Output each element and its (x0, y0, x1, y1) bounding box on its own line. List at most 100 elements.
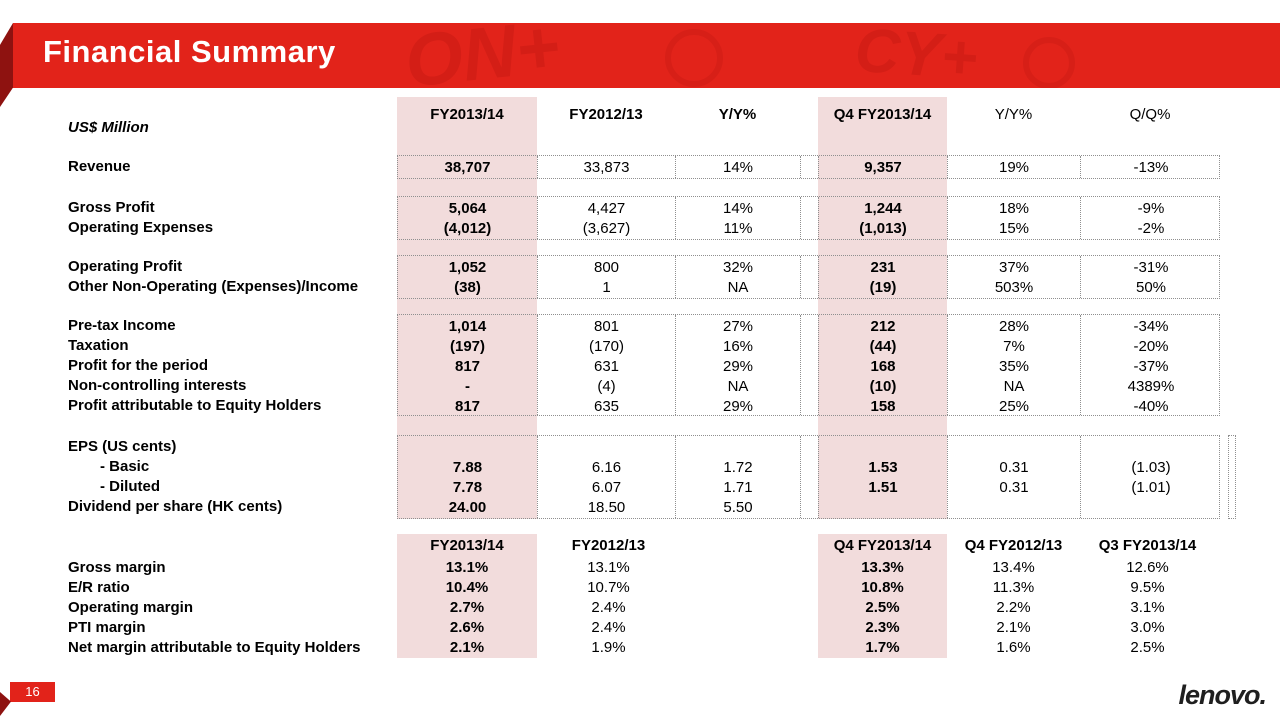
column-header: FY2013/14 (430, 537, 504, 554)
table-cell: 6.16 6.07 18.50 (538, 436, 676, 518)
spacer-cell (801, 315, 819, 415)
cell-value: 1.9% (591, 639, 626, 656)
table-cell: 212 (44) 168 (10) 158 (819, 315, 948, 415)
row-label: Operating margin (68, 599, 194, 616)
highlight-band-fy-current (397, 97, 537, 519)
table-cell: 14% (676, 156, 801, 178)
banner-fold-icon (0, 23, 13, 107)
cell-value: 10.4% (445, 579, 489, 596)
cell-value: 231 (870, 259, 896, 276)
cell-value: 15% (998, 220, 1030, 237)
cell-value: -9% (1137, 200, 1165, 217)
table-cell: 7.88 7.78 24.00 (398, 436, 538, 518)
cell-value: -40% (1133, 398, 1169, 415)
cell-value: - (465, 378, 470, 395)
cell-value: 168 (870, 358, 896, 375)
cell-value: 24.00 (448, 499, 487, 516)
cell-value: 1,052 (448, 259, 487, 276)
table-cell: 1.53 1.51 (819, 436, 948, 518)
row-label: Operating Profit (68, 258, 183, 275)
cell-value: 38,707 (444, 159, 491, 176)
lenovo-logo: lenovo. (1178, 680, 1267, 710)
table-section: 38,707 33,873 14% 9,357 19% -13% (397, 155, 1220, 179)
cell-value: 1.51 (868, 479, 898, 496)
row-label: EPS (US cents) (68, 438, 177, 455)
table-cell: 231 (19) (819, 256, 948, 298)
cell-value (1081, 438, 1221, 458)
cell-value: 28% (998, 318, 1030, 335)
cell-value: 6.16 (591, 459, 622, 476)
column-header: FY2013/14 (430, 106, 504, 123)
row-label: - Diluted (100, 478, 160, 495)
cell-value: 4389% (1127, 378, 1175, 395)
cell-value: 2.4% (591, 619, 626, 636)
cell-value: 1.6% (996, 639, 1031, 656)
cell-value: 3.0% (1130, 619, 1165, 636)
column-header: Q3 FY2013/14 (1098, 537, 1197, 554)
unit-label: US$ Million (68, 119, 149, 136)
row-label: Operating Expenses (68, 219, 214, 236)
row-label: - Basic (100, 458, 150, 475)
table-cell: 1.72 1.71 5.50 (676, 436, 801, 518)
cell-value: 635 (593, 398, 620, 415)
cell-value: 2.1% (996, 619, 1031, 636)
cell-value: 5,064 (448, 200, 487, 217)
table-cell: 801 (170) 631 (4) 635 (538, 315, 676, 415)
cell-value (398, 438, 537, 458)
cell-value: 800 (593, 259, 620, 276)
table-cell: 28% 7% 35% NA 25% (948, 315, 1081, 415)
cell-value: 12.6% (1126, 559, 1169, 576)
row-label: Gross Profit (68, 199, 155, 216)
highlight-band-q4-current (818, 97, 947, 519)
spacer-cell (801, 436, 819, 518)
row-label: Pre-tax Income (68, 317, 176, 334)
cell-value (948, 438, 1080, 458)
cell-value: NA (727, 279, 749, 296)
table-cell: 37% 503% (948, 256, 1081, 298)
row-label: Revenue (68, 158, 131, 175)
row-label: Profit for the period (68, 357, 208, 374)
table-cell: 4,427 (3,627) (538, 197, 676, 239)
table-cell: 33,873 (538, 156, 676, 178)
cell-value: (197) (449, 338, 486, 355)
cell-value: 503% (994, 279, 1034, 296)
table-cell: 9,357 (819, 156, 948, 178)
column-header: Y/Y% (994, 106, 1033, 123)
table-cell: 14% 11% (676, 197, 801, 239)
spacer-cell (801, 256, 819, 298)
cell-value: (10) (869, 378, 897, 395)
row-label: Other Non-Operating (Expenses)/Income (68, 278, 359, 295)
cell-value: 13.1% (445, 559, 489, 576)
cell-value: 9.5% (1130, 579, 1165, 596)
spacer-cell (801, 156, 819, 178)
row-label: Net margin attributable to Equity Holder… (68, 639, 361, 656)
cell-value: 13.1% (587, 559, 630, 576)
cell-value: 35% (998, 358, 1030, 375)
cell-value: -2% (1137, 220, 1165, 237)
table-cell: 5,064 (4,012) (398, 197, 538, 239)
cell-value: 1.7% (865, 639, 900, 656)
table-cell: -31% 50% (1081, 256, 1221, 298)
row-label: Non-controlling interests (68, 377, 247, 394)
cell-value: 0.31 (999, 459, 1029, 476)
cell-value: (19) (869, 279, 897, 296)
cell-value: 2.7% (449, 599, 485, 616)
table-section: 1,052 (38) 800 1 32% NA 231 (19) 37% 503% -31% 50% (397, 255, 1220, 299)
cell-value: 27% (722, 318, 754, 335)
table-cell: (1.03) (1.01) (1081, 436, 1221, 518)
title-banner: ON+ CY+ Financial Summary (13, 23, 1280, 88)
cell-value (819, 498, 947, 518)
cell-value: -20% (1133, 338, 1169, 355)
cell-value: -34% (1133, 318, 1169, 335)
cell-value: (1.03) (1131, 459, 1171, 476)
table-cell: 38,707 (398, 156, 538, 178)
cell-value: 33,873 (583, 159, 630, 176)
cell-value: 37% (998, 259, 1030, 276)
cell-value: (170) (588, 338, 625, 355)
cell-value: 1,014 (448, 318, 487, 335)
cell-value: 1 (602, 279, 611, 296)
cell-value: 7.88 (452, 459, 483, 476)
cell-value: 0.31 (999, 479, 1029, 496)
cell-value: (38) (454, 279, 481, 296)
